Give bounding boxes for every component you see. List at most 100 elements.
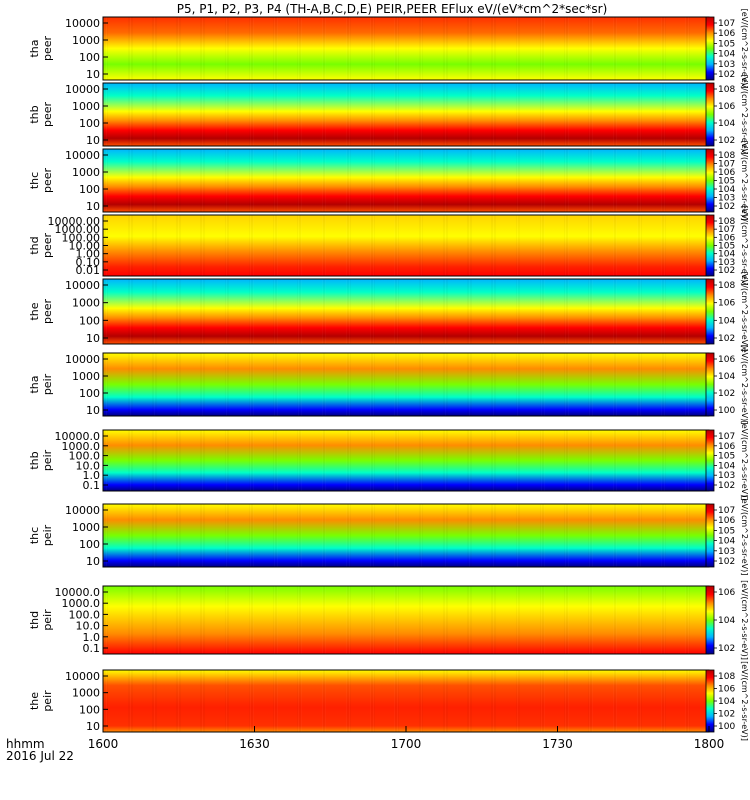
y-tick-label: 1000 bbox=[72, 297, 100, 310]
colorbar-tick-label: 104 bbox=[718, 461, 735, 471]
colorbar-tick-label: 105 bbox=[718, 452, 735, 462]
colorbar-tick-label: 102 bbox=[718, 481, 735, 491]
panel-tha-peir: 10000 1000 100 10 tha peir 106 104 102 100 [eV/(cm… bbox=[28, 345, 749, 425]
y-tick-label: 10000 bbox=[65, 504, 100, 517]
colorbar-tick-label: 100 bbox=[718, 406, 735, 416]
colorbar-tick-label: 108 bbox=[718, 217, 735, 227]
colorbar-unit-label: [eV/(cm^2-s-sr-eV)] bbox=[740, 421, 749, 501]
colorbar-unit-label: [eV/(cm^2-s-sr-eV)] bbox=[740, 75, 749, 155]
spectrogram-image bbox=[103, 83, 709, 146]
spectrogram-image bbox=[103, 17, 709, 80]
colorbar-tick-label: 105 bbox=[718, 526, 735, 536]
panel-probe-label: thc bbox=[28, 172, 41, 189]
y-tick-label: 10.0 bbox=[76, 459, 101, 472]
y-tick-label: 0.1 bbox=[83, 479, 101, 492]
y-tick-label: 0.10 bbox=[76, 256, 101, 269]
panel-thb-peer: 10000 1000 100 10 thb peer 108 106 104 102 [eV/(cm… bbox=[28, 75, 749, 155]
colorbar bbox=[705, 148, 715, 213]
x-tick-label: 1630 bbox=[239, 737, 270, 751]
colorbar bbox=[705, 278, 715, 345]
colorbar-tick-label: 107 bbox=[718, 506, 735, 516]
colorbar-tick-label: 106 bbox=[718, 102, 735, 112]
y-tick-label: 10 bbox=[86, 404, 100, 417]
y-tick-label: 10000.0 bbox=[55, 586, 101, 599]
y-tick-label: 1.00 bbox=[76, 248, 101, 261]
y-tick-label: 100 bbox=[79, 703, 100, 716]
panel-probe-label: the bbox=[28, 302, 41, 320]
colorbar-tick-label: 105 bbox=[718, 177, 735, 187]
panel-species-label: peer bbox=[41, 233, 54, 259]
y-tick-label: 1000 bbox=[72, 100, 100, 113]
colorbar-tick-label: 108 bbox=[718, 85, 735, 95]
colorbar-tick-label: 102 bbox=[718, 266, 735, 276]
y-tick-label: 100 bbox=[79, 387, 100, 400]
colorbar-tick-label: 106 bbox=[718, 355, 735, 365]
colorbar-tick-label: 102 bbox=[718, 334, 735, 344]
y-tick-label: 1000 bbox=[72, 370, 100, 383]
y-tick-label: 10000 bbox=[65, 670, 100, 683]
panel-probe-label: the bbox=[28, 692, 41, 710]
colorbar-tick-label: 103 bbox=[718, 60, 735, 70]
colorbar-tick-label: 107 bbox=[718, 432, 735, 442]
colorbar-tick-label: 108 bbox=[718, 151, 735, 161]
y-tick-label: 100.0 bbox=[69, 608, 101, 621]
x-tick-label: 1800 bbox=[694, 737, 725, 751]
panel-species-label: peir bbox=[41, 524, 54, 546]
spectrogram-image bbox=[103, 586, 709, 654]
colorbar-tick-label: 104 bbox=[718, 119, 735, 129]
time-axis-label: hhmm bbox=[6, 737, 45, 751]
colorbar-tick-label: 102 bbox=[718, 70, 735, 80]
panel-probe-label: thb bbox=[28, 451, 41, 469]
y-tick-label: 10000 bbox=[65, 353, 100, 366]
colorbar-tick-label: 103 bbox=[718, 194, 735, 204]
y-tick-label: 10000 bbox=[65, 279, 100, 292]
figure-title: P5, P1, P2, P3, P4 (TH-A,B,C,D,E) PEIR,P… bbox=[177, 2, 608, 16]
panel-species-label: peir bbox=[41, 449, 54, 471]
colorbar-tick-label: 104 bbox=[718, 616, 735, 626]
colorbar-tick-label: 107 bbox=[718, 160, 735, 170]
colorbar-tick-label: 106 bbox=[718, 168, 735, 178]
y-tick-label: 10000 bbox=[65, 149, 100, 162]
y-tick-label: 100 bbox=[79, 538, 100, 551]
panel-species-label: peir bbox=[41, 373, 54, 395]
colorbar-tick-label: 102 bbox=[718, 136, 735, 146]
x-tick-label: 1730 bbox=[542, 737, 573, 751]
panel-probe-label: thd bbox=[28, 611, 41, 629]
y-tick-label: 100 bbox=[79, 314, 100, 327]
colorbar bbox=[705, 585, 715, 655]
colorbar bbox=[705, 352, 715, 417]
y-tick-label: 1000 bbox=[72, 34, 100, 47]
colorbar-tick-label: 102 bbox=[718, 557, 735, 567]
y-tick-label: 10000.00 bbox=[48, 215, 101, 228]
panel-species-label: peer bbox=[41, 102, 54, 128]
colorbar-tick-label: 104 bbox=[718, 372, 735, 382]
y-tick-label: 1000 bbox=[72, 687, 100, 700]
y-tick-label: 10 bbox=[86, 134, 100, 147]
colorbar-tick-label: 106 bbox=[718, 685, 735, 695]
y-tick-label: 100 bbox=[79, 51, 100, 64]
colorbar-tick-label: 106 bbox=[718, 588, 735, 598]
colorbar bbox=[705, 214, 715, 277]
colorbar-tick-label: 104 bbox=[718, 250, 735, 260]
y-tick-label: 1000.0 bbox=[62, 597, 101, 610]
colorbar-unit-label: [eV/(cm^2-s-sr-eV)] bbox=[740, 580, 749, 660]
panel-probe-label: thc bbox=[28, 527, 41, 544]
panel-probe-label: thb bbox=[28, 105, 41, 123]
colorbar bbox=[705, 503, 715, 568]
y-tick-label: 100.00 bbox=[62, 231, 101, 244]
y-tick-label: 10000 bbox=[65, 17, 100, 30]
colorbar-tick-label: 108 bbox=[718, 281, 735, 291]
colorbar bbox=[705, 669, 715, 733]
colorbar-tick-label: 103 bbox=[718, 258, 735, 268]
colorbar-tick-label: 102 bbox=[718, 644, 735, 654]
colorbar-tick-label: 107 bbox=[718, 19, 735, 29]
colorbar-tick-label: 103 bbox=[718, 547, 735, 557]
colorbar-unit-label: [eV/(cm^2-s-sr-eV)] bbox=[740, 9, 749, 89]
colorbar bbox=[705, 16, 715, 81]
